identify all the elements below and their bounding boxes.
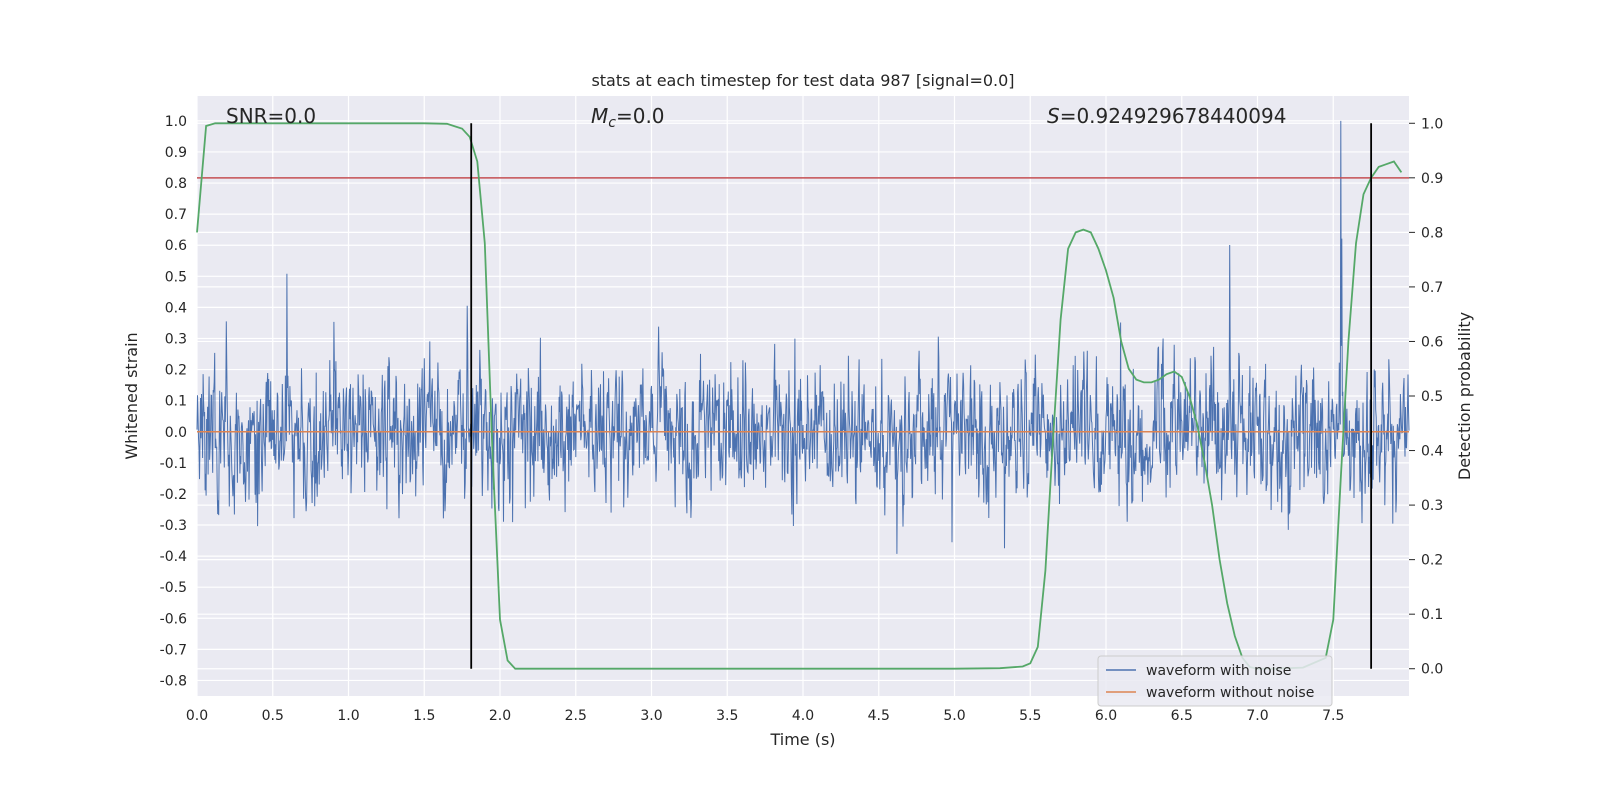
legend-entry-waveform-without-noise: waveform without noise — [1146, 685, 1314, 701]
y2-tick-labels: 0.0 0.1 0.2 0.3 0.4 0.5 0.6 0.7 0.8 0.9 1.0 — [1409, 116, 1443, 678]
y-tick-label: -0.5 — [160, 580, 187, 596]
x-axis-label: Time (s) — [769, 730, 835, 749]
y-tick-label: 0.4 — [165, 300, 187, 316]
y2-tick-label: 0.8 — [1421, 225, 1443, 241]
x-tick-label: 2.0 — [489, 708, 511, 724]
y2-tick-label: 0.5 — [1421, 389, 1443, 405]
x-tick-label: 0.5 — [262, 708, 284, 724]
y2-tick-label: 0.4 — [1421, 444, 1443, 460]
series-waveform-with-noise — [196, 120, 1410, 554]
y-tick-label: 0.7 — [165, 207, 187, 223]
x-tick-label: 5.0 — [943, 708, 965, 724]
y-tick-label: -0.1 — [160, 456, 187, 472]
annotation-snr: SNR=0.0 — [226, 104, 316, 128]
y-tick-label: 0.0 — [165, 425, 187, 441]
y-tick-label: -0.3 — [160, 518, 187, 534]
y2-tick-label: 0.0 — [1421, 662, 1443, 678]
y-tick-label: -0.8 — [160, 673, 187, 689]
y-tick-label: -0.2 — [160, 487, 187, 503]
x-tick-label: 7.5 — [1322, 708, 1344, 724]
x-tick-label: 4.0 — [792, 708, 814, 724]
annotation-chirp-mass-sub: c — [608, 115, 616, 131]
y-tick-label: 0.2 — [165, 363, 187, 379]
y2-tick-label: 0.7 — [1421, 280, 1443, 296]
annotation-s: S=0.924929678440094 — [1047, 104, 1286, 128]
vertical-markers — [470, 123, 1373, 669]
y-tick-label: 0.5 — [165, 269, 187, 285]
legend-entry-waveform-with-noise: waveform with noise — [1146, 663, 1291, 679]
y-tick-label: 0.6 — [165, 238, 187, 254]
x-tick-label: 3.0 — [640, 708, 662, 724]
x-tick-label: 4.5 — [868, 708, 890, 724]
y-tick-labels: -0.8 -0.7 -0.6 -0.5 -0.4 -0.3 -0.2 -0.1 0.0 0.1 0.… — [160, 114, 187, 690]
y-tick-label: 1.0 — [165, 114, 187, 130]
x-tick-label: 3.5 — [716, 708, 738, 724]
annotation-chirp-mass: Mc=0.0 — [591, 104, 665, 131]
y2-tick-label: 0.9 — [1421, 171, 1443, 187]
annotation-s-value: =0.924929678440094 — [1060, 104, 1287, 128]
x-tick-label: 1.0 — [337, 708, 359, 724]
annotation-s-symbol: S — [1047, 104, 1060, 128]
y-tick-label: 0.3 — [165, 331, 187, 347]
y2-axis-label: Detection probability — [1455, 312, 1474, 480]
x-tick-label: 7.0 — [1246, 708, 1268, 724]
y2-tick-label: 0.1 — [1421, 607, 1443, 623]
x-tick-label: 1.5 — [413, 708, 435, 724]
y2-tick-label: 0.3 — [1421, 498, 1443, 514]
y-tick-label: -0.4 — [160, 549, 187, 565]
y-axis-label: Whitened strain — [122, 332, 141, 459]
y2-tick-label: 0.2 — [1421, 553, 1443, 569]
y-tick-label: 0.8 — [165, 176, 187, 192]
chart-title: stats at each timestep for test data 987… — [591, 71, 1014, 90]
y-tick-label: -0.7 — [160, 642, 187, 658]
x-tick-labels: 0.0 0.5 1.0 1.5 2.0 2.5 3.0 3.5 4.0 4.5 5.0 5.5 6.0 6… — [186, 708, 1345, 724]
y2-tick-label: 0.6 — [1421, 334, 1443, 350]
y-tick-label: 0.9 — [165, 145, 187, 161]
x-tick-label: 6.0 — [1095, 708, 1117, 724]
x-tick-label: 6.5 — [1171, 708, 1193, 724]
x-tick-label: 0.0 — [186, 708, 208, 724]
annotation-chirp-mass-symbol: M — [591, 104, 608, 128]
y2-tick-label: 1.0 — [1421, 116, 1443, 132]
annotation-chirp-mass-value: =0.0 — [616, 104, 665, 128]
legend-box — [1097, 655, 1333, 707]
y-tick-label: -0.6 — [160, 611, 187, 627]
x-tick-label: 2.5 — [565, 708, 587, 724]
y-tick-label: 0.1 — [165, 394, 187, 410]
legend: waveform with noise waveform without noi… — [1097, 655, 1333, 707]
x-tick-label: 5.5 — [1019, 708, 1041, 724]
